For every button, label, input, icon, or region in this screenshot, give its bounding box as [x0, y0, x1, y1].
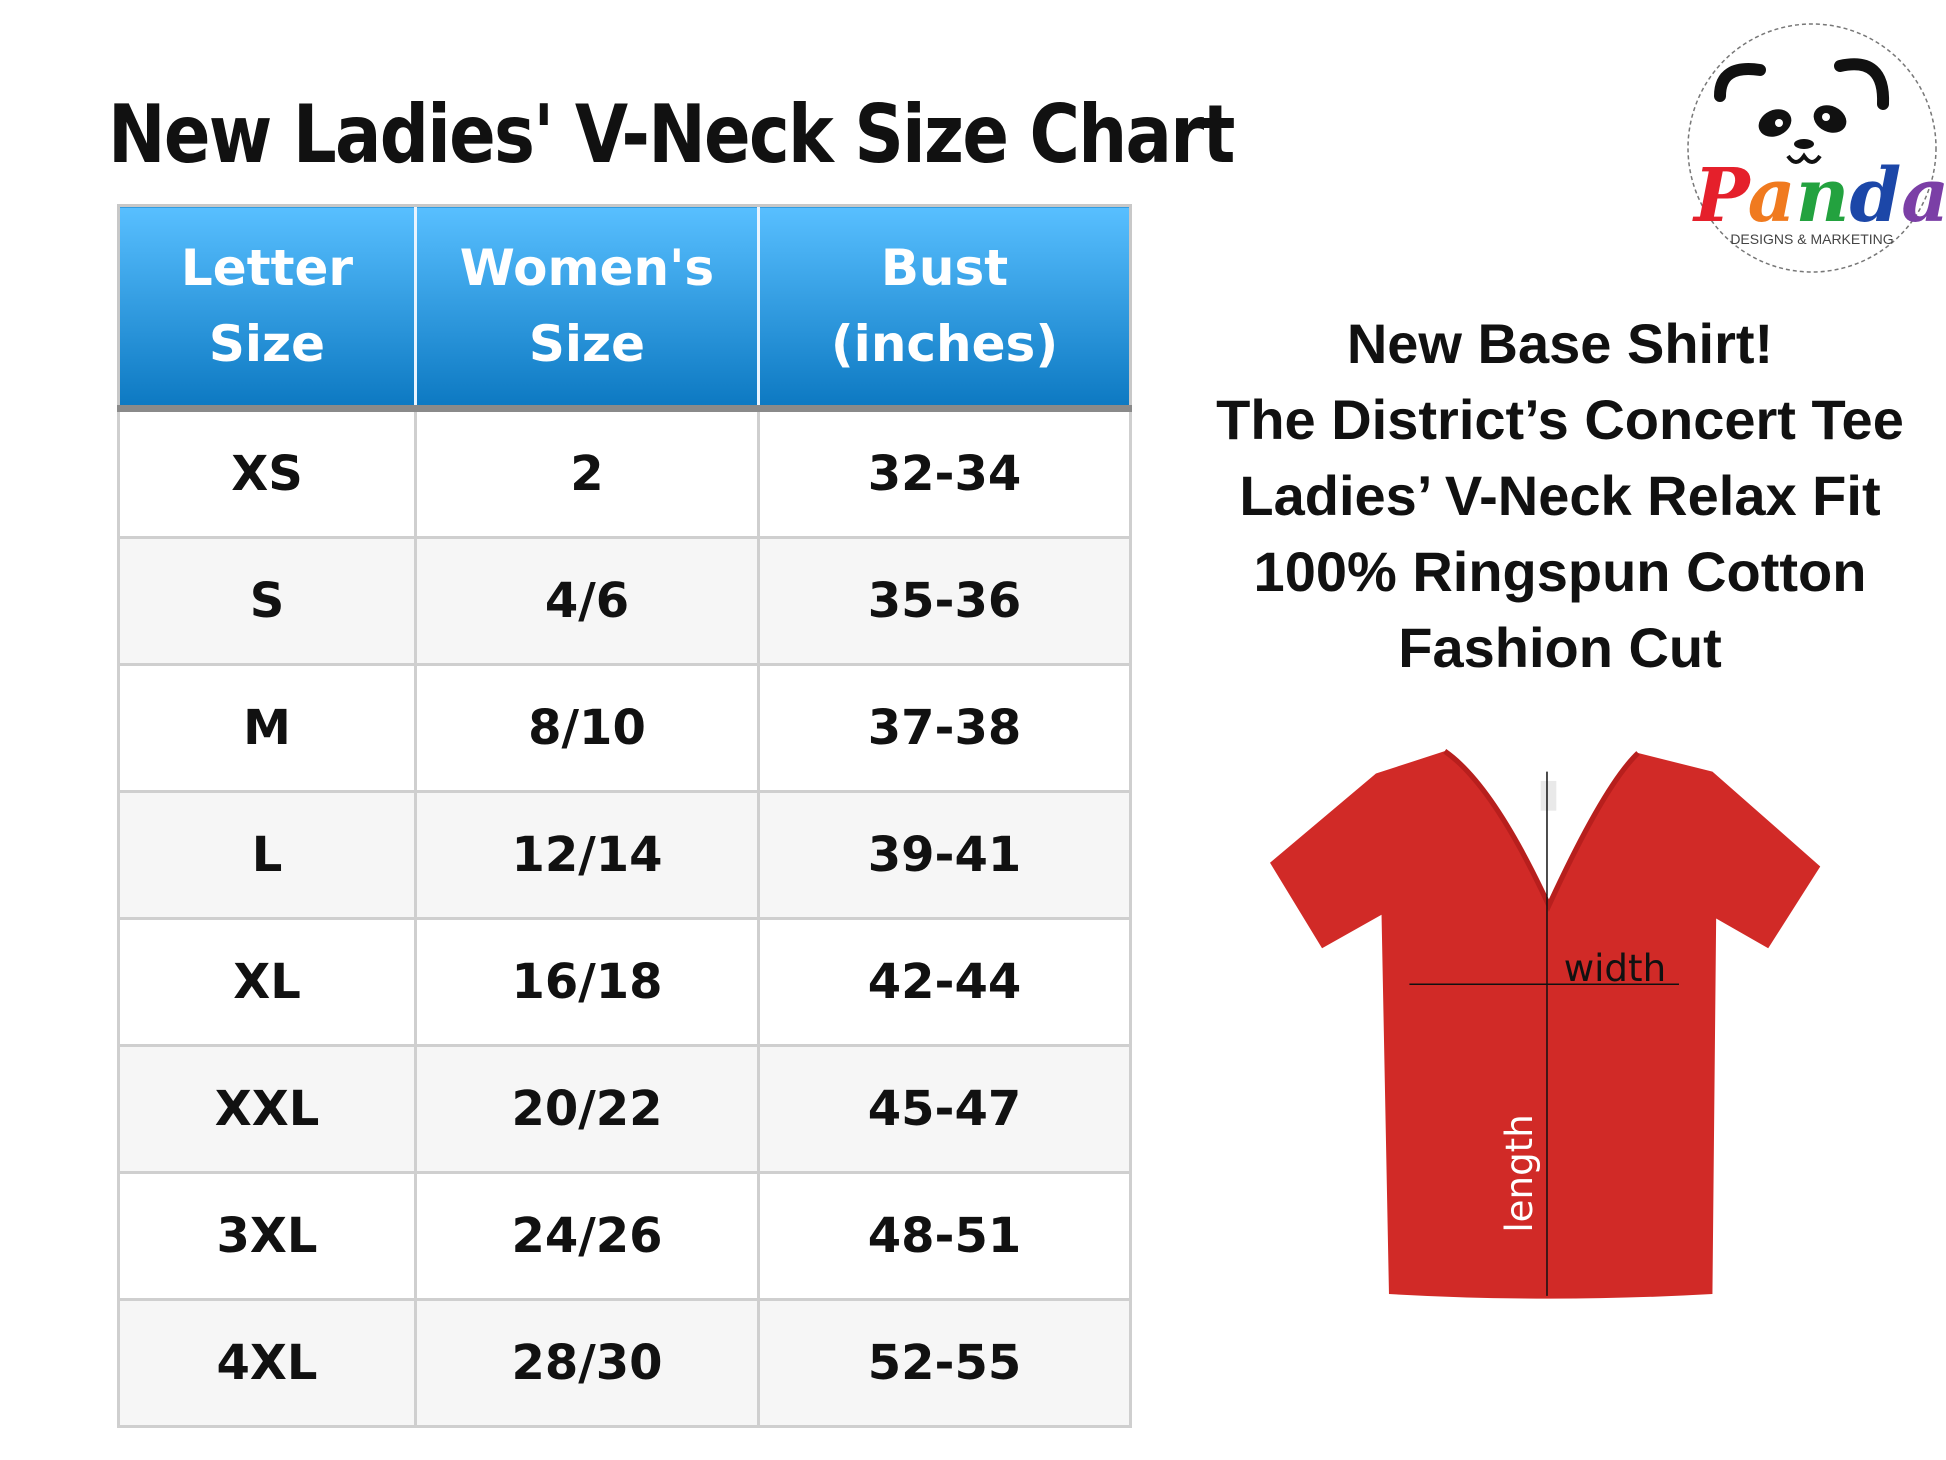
header-letter-size: Letter Size: [117, 204, 416, 412]
letter-size-cell: L: [117, 790, 417, 920]
panda-mouth: [1786, 152, 1822, 164]
description-line: New Base Shirt!: [1346, 312, 1774, 375]
table-row: 4XL 28/30 52-55: [117, 1298, 1132, 1428]
length-label: length: [1497, 1114, 1541, 1232]
bust-cell: 35-36: [757, 536, 1132, 666]
letter-size-cell: M: [117, 663, 417, 793]
product-description: New Base Shirt! The District’s Concert T…: [1190, 306, 1930, 686]
table-row: XS 2 32-34: [117, 407, 1132, 539]
panda-logo: Panda DESIGNS & MARKETING: [1687, 23, 1944, 273]
womens-size-cell: 16/18: [414, 917, 760, 1047]
letter-size-cell: XS: [117, 407, 417, 539]
shirt-tag: [1540, 780, 1557, 811]
womens-size-cell: 28/30: [414, 1298, 760, 1428]
womens-size-cell: 12/14: [414, 790, 760, 920]
shirt-body: [1270, 751, 1821, 1299]
panda-ear-right: [1834, 58, 1890, 110]
table-row: XXL 20/22 45-47: [117, 1044, 1132, 1174]
bust-cell: 39-41: [757, 790, 1132, 920]
womens-size-cell: 2: [414, 407, 760, 539]
womens-size-cell: 4/6: [414, 536, 760, 666]
logo-brand: Panda: [1692, 153, 1944, 239]
width-label: width: [1564, 946, 1666, 990]
womens-size-cell: 8/10: [414, 663, 760, 793]
table-row: S 4/6 35-36: [117, 536, 1132, 666]
bust-cell: 42-44: [757, 917, 1132, 1047]
panda-ear-left: [1714, 63, 1766, 102]
v-neck-shirt-image: width length: [1270, 749, 1821, 1299]
table-row: XL 16/18 42-44: [117, 917, 1132, 1047]
table-row: L 12/14 39-41: [117, 790, 1132, 920]
table-row: 3XL 24/26 48-51: [117, 1171, 1132, 1301]
bust-cell: 45-47: [757, 1044, 1132, 1174]
description-line: 100% Ringspun Cotton: [1253, 540, 1867, 603]
logo-tagline: DESIGNS & MARKETING: [1730, 231, 1893, 247]
letter-size-cell: XL: [117, 917, 417, 1047]
table-row: M 8/10 37-38: [117, 663, 1132, 793]
header-bust: Bust (inches): [757, 204, 1132, 412]
bust-cell: 52-55: [757, 1298, 1132, 1428]
letter-size-cell: 4XL: [117, 1298, 417, 1428]
description-line: Fashion Cut: [1398, 616, 1722, 679]
letter-size-cell: 3XL: [117, 1171, 417, 1301]
letter-size-cell: S: [117, 536, 417, 666]
panda-eye-right: [1813, 105, 1847, 133]
letter-size-cell: XXL: [117, 1044, 417, 1174]
table-header-row: Letter Size Women's Size Bust (inches): [117, 204, 1132, 412]
womens-size-cell: 20/22: [414, 1044, 760, 1174]
description-line: Ladies’ V-Neck Relax Fit: [1239, 464, 1881, 527]
description-line: The District’s Concert Tee: [1216, 388, 1904, 451]
header-womens-size: Women's Size: [414, 204, 759, 412]
womens-size-cell: 24/26: [414, 1171, 760, 1301]
bust-cell: 37-38: [757, 663, 1132, 793]
page-title: New Ladies' V-Neck Size Chart: [108, 88, 1235, 181]
bust-cell: 32-34: [757, 407, 1132, 539]
panda-nose: [1794, 139, 1814, 149]
size-chart-table: Letter Size Women's Size Bust (inches) XS 2 3…: [117, 204, 1132, 1428]
bust-cell: 48-51: [757, 1171, 1132, 1301]
